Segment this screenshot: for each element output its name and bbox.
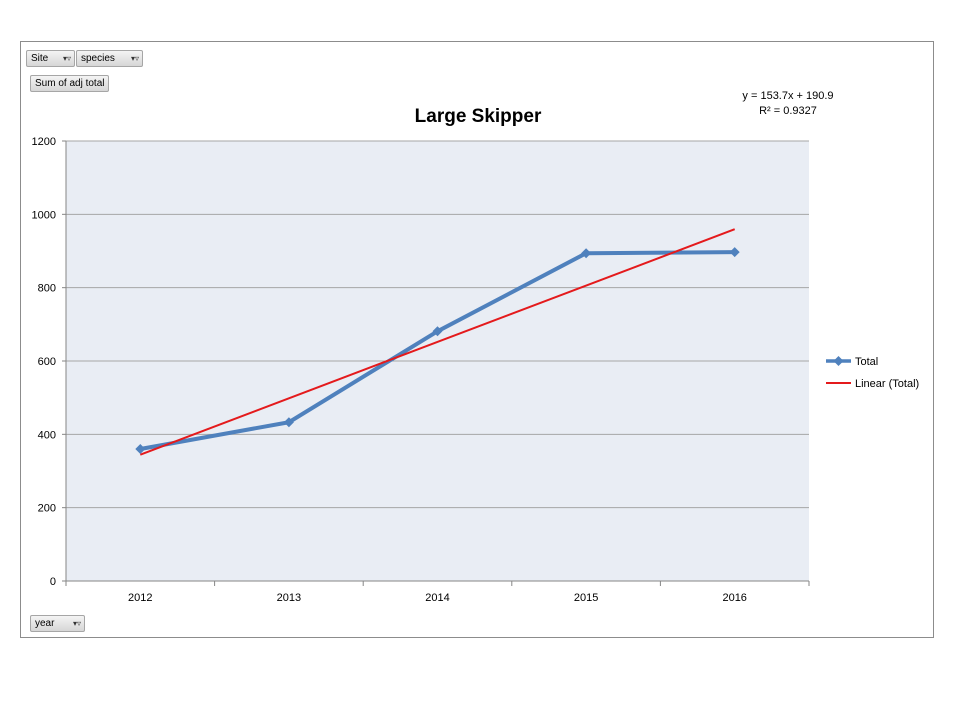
- legend: Total Linear (Total): [826, 356, 919, 390]
- x-tick-label: 2016: [722, 592, 746, 604]
- trendline-linear-total: [139, 228, 736, 456]
- filter-dropdown-icon[interactable]: ▾▿: [62, 54, 71, 63]
- species-field-label: species: [81, 53, 115, 64]
- x-tick-label: 2013: [277, 592, 301, 604]
- x-tick-label: 2014: [425, 592, 449, 604]
- filter-dropdown-icon[interactable]: ▾▿: [130, 54, 139, 63]
- site-field-button[interactable]: Site ▾▿: [26, 50, 75, 67]
- year-field-button[interactable]: year ▾▿: [30, 615, 85, 632]
- y-tick-label: 600: [38, 356, 56, 368]
- data-point-marker: [581, 248, 592, 259]
- y-tick-label: 200: [38, 503, 56, 515]
- trendline-equation: y = 153.7x + 190.9: [742, 90, 833, 102]
- data-point-marker: [283, 417, 294, 428]
- trendline-r-squared: R² = 0.9327: [759, 105, 817, 117]
- axes: 0 200 400 600 800 1000 1200 2012 2013 2014 2015 201…: [32, 136, 810, 604]
- value-field-button[interactable]: Sum of adj total: [30, 75, 109, 92]
- data-point-marker: [432, 326, 443, 337]
- x-tick-label: 2015: [574, 592, 598, 604]
- data-point-marker: [729, 247, 740, 258]
- y-tick-label: 0: [50, 576, 56, 588]
- legend-trendline-label: Linear (Total): [855, 378, 919, 390]
- legend-series-marker: [833, 356, 844, 366]
- site-field-label: Site: [31, 53, 49, 64]
- filter-dropdown-icon[interactable]: ▾▿: [72, 619, 81, 628]
- y-tick-label: 800: [38, 283, 56, 295]
- chart-title: Large Skipper: [415, 106, 542, 127]
- y-tick-label: 400: [38, 429, 56, 441]
- series-layer: [135, 228, 740, 456]
- y-tick-label: 1200: [32, 136, 56, 148]
- x-tick-label: 2012: [128, 592, 152, 604]
- year-field-label: year: [35, 618, 55, 629]
- value-field-label: Sum of adj total: [35, 78, 105, 89]
- legend-series-label: Total: [855, 356, 878, 368]
- species-field-button[interactable]: species ▾▿: [76, 50, 143, 67]
- gridlines: [66, 140, 809, 509]
- data-point-marker: [135, 444, 146, 454]
- y-tick-label: 1000: [32, 209, 56, 221]
